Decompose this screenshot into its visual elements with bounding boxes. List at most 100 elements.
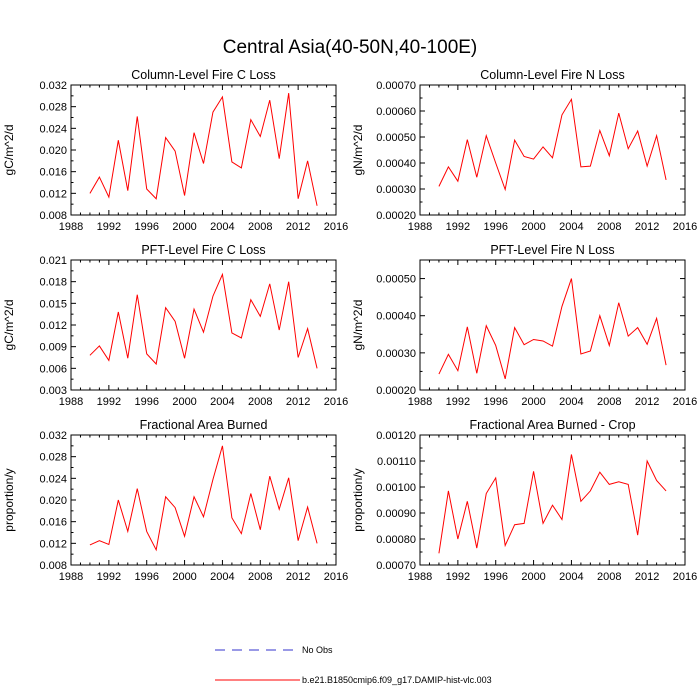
- chart-panel: Fractional Area Burned - Crop proportion/…: [351, 418, 697, 583]
- x-tick-label: 1996: [134, 221, 158, 233]
- series-line: [438, 278, 667, 379]
- x-tick-label: 2008: [248, 221, 272, 233]
- x-tick-label: 2012: [635, 571, 659, 583]
- y-tick-label: 0.003: [39, 385, 67, 397]
- x-tick-label: 2000: [172, 221, 196, 233]
- legend: No Obs b.e21.B1850cmip6.f09_g17.DAMIP-hi…: [215, 645, 492, 685]
- y-tick-label: 0.012: [39, 320, 67, 332]
- x-tick-label: 1992: [446, 221, 470, 233]
- y-tick-label: 0.00070: [376, 80, 416, 92]
- y-axis-label: proportion/y: [351, 468, 365, 531]
- chart-panel: Column-Level Fire N Loss gN/m^2/d 1988 1992…: [351, 68, 697, 233]
- legend-obs-label: No Obs: [302, 645, 333, 655]
- figure-title: Central Asia(40-50N,40-100E): [223, 37, 478, 58]
- x-tick-label: 2004: [210, 221, 234, 233]
- chart-panel: PFT-Level Fire N Loss gN/m^2/d 1988 1992 199…: [351, 243, 697, 408]
- y-tick-label: 0.00030: [376, 184, 416, 196]
- y-tick-label: 0.024: [39, 123, 67, 135]
- y-tick-label: 0.018: [39, 277, 67, 289]
- y-tick-label: 0.012: [39, 188, 67, 200]
- plot-frame: [419, 259, 686, 391]
- y-tick-label: 0.00100: [376, 482, 416, 494]
- x-tick-label: 1996: [483, 396, 507, 408]
- x-tick-label: 2016: [324, 396, 348, 408]
- y-tick-label: 0.032: [39, 80, 67, 92]
- x-tick-label: 2016: [673, 221, 697, 233]
- x-tick-label: 1996: [483, 571, 507, 583]
- y-tick-label: 0.021: [39, 255, 67, 267]
- y-tick-label: 0.00040: [376, 158, 416, 170]
- chart-title: PFT-Level Fire N Loss: [490, 243, 614, 257]
- y-tick-label: 0.00050: [376, 132, 416, 144]
- series-line: [89, 445, 318, 552]
- y-tick-label: 0.028: [39, 102, 67, 114]
- panels: Column-Level Fire C Loss gC/m^2/d 1988 1992…: [2, 68, 697, 583]
- x-tick-label: 1988: [59, 396, 83, 408]
- y-tick-label: 0.006: [39, 363, 67, 375]
- x-tick-label: 2000: [521, 396, 545, 408]
- chart-panel: Fractional Area Burned proportion/y 1988 19…: [2, 418, 348, 583]
- x-tick-label: 2004: [559, 396, 583, 408]
- x-tick-label: 2000: [172, 396, 196, 408]
- y-tick-label: 0.008: [39, 210, 67, 222]
- y-tick-label: 0.00120: [376, 430, 416, 442]
- y-tick-label: 0.00020: [376, 210, 416, 222]
- x-tick-label: 1988: [59, 571, 83, 583]
- y-tick-label: 0.020: [39, 145, 67, 157]
- x-tick-label: 1992: [446, 396, 470, 408]
- plot-frame: [419, 84, 686, 216]
- chart-title: Fractional Area Burned: [140, 418, 268, 432]
- x-tick-label: 2008: [248, 396, 272, 408]
- y-tick-label: 0.00030: [376, 348, 416, 360]
- plot-frame: [70, 84, 337, 216]
- series-line: [438, 454, 667, 554]
- x-tick-label: 1988: [408, 396, 432, 408]
- chart-panel: Column-Level Fire C Loss gC/m^2/d 1988 1992…: [2, 68, 348, 233]
- x-tick-label: 2000: [172, 571, 196, 583]
- y-axis-label: gC/m^2/d: [2, 125, 16, 176]
- y-tick-label: 0.00090: [376, 508, 416, 520]
- x-tick-label: 2004: [210, 396, 234, 408]
- chart-title: Column-Level Fire N Loss: [480, 68, 625, 82]
- series-line: [89, 272, 318, 369]
- y-axis-label: gN/m^2/d: [351, 300, 365, 351]
- y-tick-label: 0.00040: [376, 311, 416, 323]
- x-tick-label: 2008: [597, 221, 621, 233]
- y-tick-label: 0.00060: [376, 106, 416, 118]
- x-tick-label: 1996: [134, 571, 158, 583]
- x-tick-label: 1988: [408, 221, 432, 233]
- x-tick-label: 2008: [597, 396, 621, 408]
- y-tick-label: 0.00070: [376, 560, 416, 572]
- x-tick-label: 2000: [521, 221, 545, 233]
- y-tick-label: 0.008: [39, 560, 67, 572]
- x-tick-label: 2000: [521, 571, 545, 583]
- series-line: [438, 97, 667, 192]
- y-axis-label: gN/m^2/d: [351, 125, 365, 176]
- x-tick-label: 2004: [559, 571, 583, 583]
- x-tick-label: 2008: [248, 571, 272, 583]
- x-tick-label: 2004: [210, 571, 234, 583]
- y-tick-label: 0.00020: [376, 385, 416, 397]
- x-tick-label: 1996: [483, 221, 507, 233]
- chart-panel: PFT-Level Fire C Loss gC/m^2/d 1988 1992 199…: [2, 243, 348, 408]
- y-tick-label: 0.00110: [377, 456, 416, 468]
- x-tick-label: 2012: [286, 221, 310, 233]
- y-tick-label: 0.015: [39, 298, 67, 310]
- chart-title: PFT-Level Fire C Loss: [141, 243, 265, 257]
- x-tick-label: 2016: [324, 571, 348, 583]
- x-tick-label: 1988: [408, 571, 432, 583]
- x-tick-label: 2016: [673, 571, 697, 583]
- x-tick-label: 2016: [324, 221, 348, 233]
- x-tick-label: 1996: [134, 396, 158, 408]
- y-tick-label: 0.00050: [376, 274, 416, 286]
- plot-frame: [419, 434, 686, 566]
- chart-title: Column-Level Fire C Loss: [131, 68, 276, 82]
- x-tick-label: 2012: [286, 396, 310, 408]
- x-tick-label: 1992: [97, 571, 121, 583]
- y-axis-label: proportion/y: [2, 468, 16, 531]
- y-tick-label: 0.020: [39, 495, 67, 507]
- x-tick-label: 2012: [635, 396, 659, 408]
- x-tick-label: 2008: [597, 571, 621, 583]
- y-tick-label: 0.00080: [376, 534, 416, 546]
